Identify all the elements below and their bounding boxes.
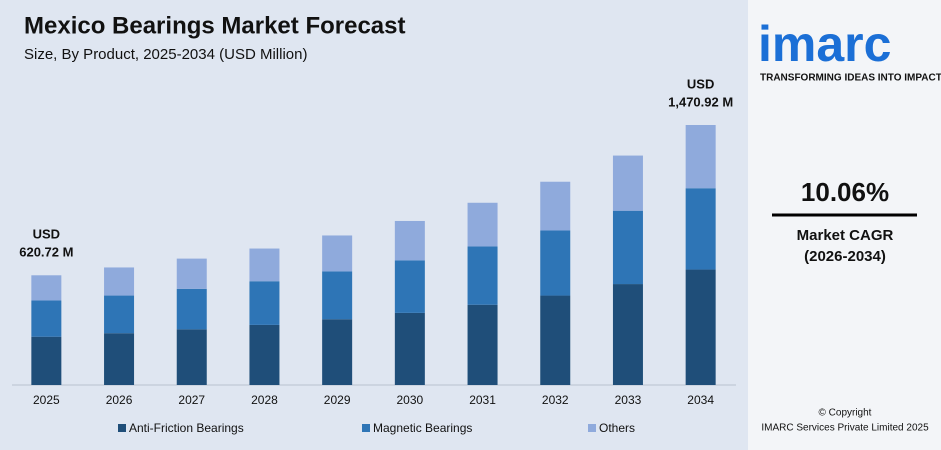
sidebar-background	[748, 0, 941, 450]
bar-segment	[322, 235, 353, 272]
bar-segment	[540, 295, 571, 385]
x-tick-label: 2032	[542, 393, 569, 407]
x-tick-label: 2029	[324, 393, 351, 407]
bar-segment	[249, 281, 280, 325]
cagr-label: Market CAGR	[797, 227, 894, 244]
x-tick-label: 2033	[615, 393, 642, 407]
bar-segment	[31, 300, 62, 337]
bar-segment	[540, 230, 571, 296]
chart-title: Mexico Bearings Market Forecast	[24, 12, 405, 39]
bar-segment	[31, 336, 62, 385]
x-tick-label: 2027	[178, 393, 205, 407]
chart-subtitle: Size, By Product, 2025-2034 (USD Million…	[24, 46, 307, 63]
bar-segment	[394, 312, 425, 385]
company: IMARC Services Private Limited 2025	[761, 423, 929, 434]
bar-segment	[685, 188, 716, 270]
bar-segment	[612, 210, 643, 285]
bar-segment	[104, 295, 135, 334]
bar-segment	[394, 220, 425, 261]
x-tick-label: 2026	[106, 393, 133, 407]
bar-segment	[249, 324, 280, 385]
bar-segment	[467, 246, 498, 305]
tagline: TRANSFORMING IDEAS INTO IMPACT	[760, 73, 941, 84]
bar-segment	[176, 288, 207, 330]
annotation: 1,470.92 M	[668, 94, 733, 109]
bar-segment	[612, 284, 643, 385]
x-tick-label: 2034	[687, 393, 714, 407]
bar-segment	[104, 333, 135, 385]
bar-segment	[322, 319, 353, 385]
bar-segment	[104, 267, 135, 296]
legend-swatch	[118, 424, 126, 432]
bar-segment	[394, 260, 425, 313]
legend-label: Others	[599, 421, 635, 435]
bar-segment	[249, 248, 280, 282]
bar-segment	[176, 329, 207, 385]
legend-label: Anti-Friction Bearings	[129, 421, 244, 435]
legend-label: Magnetic Bearings	[373, 421, 472, 435]
bar-segment	[540, 181, 571, 231]
copyright: © Copyright	[819, 408, 872, 419]
bar-segment	[612, 155, 643, 211]
annotation: USD	[687, 76, 714, 91]
x-tick-label: 2031	[469, 393, 496, 407]
bar-segment	[685, 269, 716, 385]
annotation: 620.72 M	[19, 245, 73, 260]
bar-segment	[31, 275, 62, 301]
bar-segment	[685, 125, 716, 189]
bar-segment	[467, 202, 498, 247]
bar-segment	[467, 304, 498, 385]
bar-segment	[176, 258, 207, 289]
legend-swatch	[588, 424, 596, 432]
bar-segment	[322, 271, 353, 320]
cagr-period: (2026-2034)	[804, 248, 886, 265]
x-tick-label: 2025	[33, 393, 60, 407]
legend-swatch	[362, 424, 370, 432]
x-tick-label: 2028	[251, 393, 278, 407]
annotation: USD	[33, 227, 60, 242]
cagr-value: 10.06%	[801, 177, 889, 207]
x-tick-label: 2030	[396, 393, 423, 407]
logo: imarc	[758, 16, 891, 72]
